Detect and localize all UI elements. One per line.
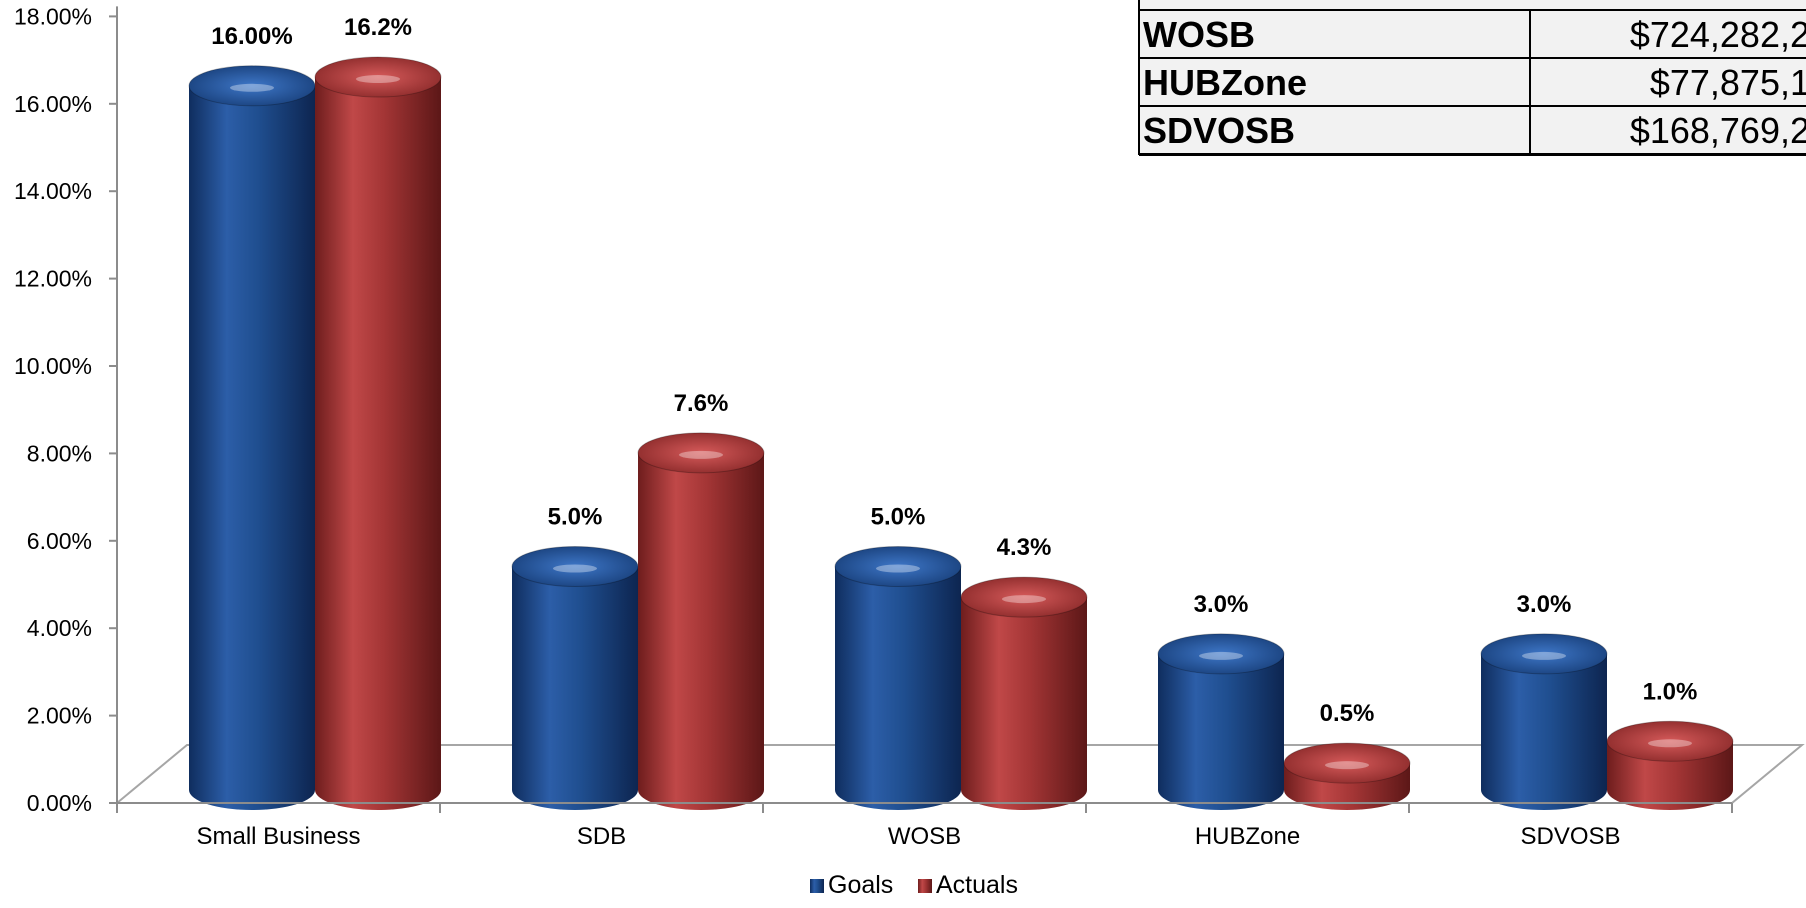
table-cell-value [1529, 57, 1806, 107]
bar-cap-highlight [1001, 595, 1047, 604]
table-row-label: WOSB [1143, 14, 1255, 55]
bar-actuals [961, 597, 1087, 810]
x-tick-label: Small Business [196, 823, 360, 850]
data-label: 3.0% [1517, 591, 1572, 618]
y-tick-label: 16.00% [14, 91, 92, 117]
y-tick-label: 0.00% [27, 790, 92, 816]
bar-cap-highlight [552, 564, 598, 573]
data-label: 0.5% [1320, 700, 1375, 727]
legend-label-actuals: Actuals [936, 871, 1018, 899]
table-cell-value [1529, 105, 1806, 155]
legend-swatch-actuals [918, 879, 932, 893]
bar-actuals [315, 77, 441, 810]
x-tick-label: SDVOSB [1520, 823, 1620, 850]
bar-cap-highlight [1647, 739, 1693, 748]
bars [188, 56, 1734, 811]
table-row-label: HUBZone [1143, 62, 1307, 103]
data-label: 7.6% [674, 390, 729, 417]
bar-cap-goals [1157, 633, 1285, 675]
bar-cap-highlight [1198, 651, 1244, 660]
bar-cap-actuals [960, 576, 1088, 618]
bar-goals [1481, 653, 1607, 810]
bar-cap-highlight [1521, 651, 1567, 660]
data-label: 5.0% [548, 504, 603, 531]
data-label: 16.2% [344, 14, 412, 41]
table-row-label: SDVOSB [1143, 110, 1295, 151]
bar-cap-actuals [1283, 742, 1411, 784]
y-tick-label: 12.00% [14, 266, 92, 292]
data-label: 16.00% [211, 23, 292, 50]
data-label: 4.3% [997, 534, 1052, 561]
x-tick-label: WOSB [888, 823, 961, 850]
table-row-value: $168,769,2 [1630, 110, 1806, 151]
x-axis: Small Business SDB WOSB HUBZone SDVOSB [116, 802, 1733, 850]
table-row-value: $77,875,1 [1650, 62, 1806, 103]
table-row-value: $724,282,2 [1630, 14, 1806, 55]
data-label: 3.0% [1194, 591, 1249, 618]
y-tick-label: 10.00% [14, 353, 92, 379]
x-tick-label: SDB [577, 823, 626, 850]
bar-cap-highlight [875, 564, 921, 573]
data-label: 5.0% [871, 504, 926, 531]
data-labels: 16.00% 16.2% 5.0% 7.6% 5.0% 4.3% 3.0% 0.5% 3.0% 1… [211, 14, 1697, 727]
y-tick-label: 2.00% [27, 703, 92, 729]
bar-goals [189, 85, 315, 811]
y-tick-label: 14.00% [14, 178, 92, 204]
legend-swatch-goals [810, 879, 824, 893]
bar-cap-actuals [314, 56, 442, 98]
table-row-partial [1138, 0, 1806, 11]
y-tick-label: 6.00% [27, 528, 92, 554]
y-tick-label: 8.00% [27, 440, 92, 466]
bar-cap-highlight [678, 450, 724, 459]
bar-cap-highlight [229, 83, 275, 92]
bar-cap-highlight [1324, 761, 1370, 770]
y-tick-label: 4.00% [27, 615, 92, 641]
bar-goals [835, 566, 961, 810]
bar-actuals [638, 452, 764, 810]
bar-cap-goals [834, 546, 962, 587]
bar-goals [1158, 653, 1284, 810]
data-label: 1.0% [1643, 678, 1698, 705]
x-tick-label: HUBZone [1195, 823, 1300, 850]
bar-goals [512, 566, 638, 810]
bar-cap-goals [1480, 633, 1608, 675]
bar-cap-actuals [637, 432, 765, 474]
y-axis: 0.00% 2.00% 4.00% 6.00% 8.00% 10.00% 12.00% 14.… [14, 3, 118, 816]
table-bottom-border [1139, 153, 1806, 156]
summary-table: WOSB $724,282,2 HUBZone $77,875,1 SDVOSB $168… [1138, 0, 1806, 156]
bar-cap-highlight [355, 75, 401, 84]
legend-label-goals: Goals [828, 871, 893, 899]
bar-cap-actuals [1606, 720, 1734, 762]
table-cell-label [1138, 9, 1531, 59]
y-tick-label: 18.00% [14, 3, 92, 29]
legend: Goals Actuals [810, 871, 1018, 899]
